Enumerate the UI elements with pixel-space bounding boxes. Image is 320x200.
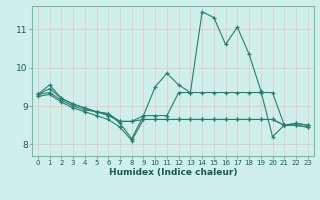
X-axis label: Humidex (Indice chaleur): Humidex (Indice chaleur) — [108, 168, 237, 177]
